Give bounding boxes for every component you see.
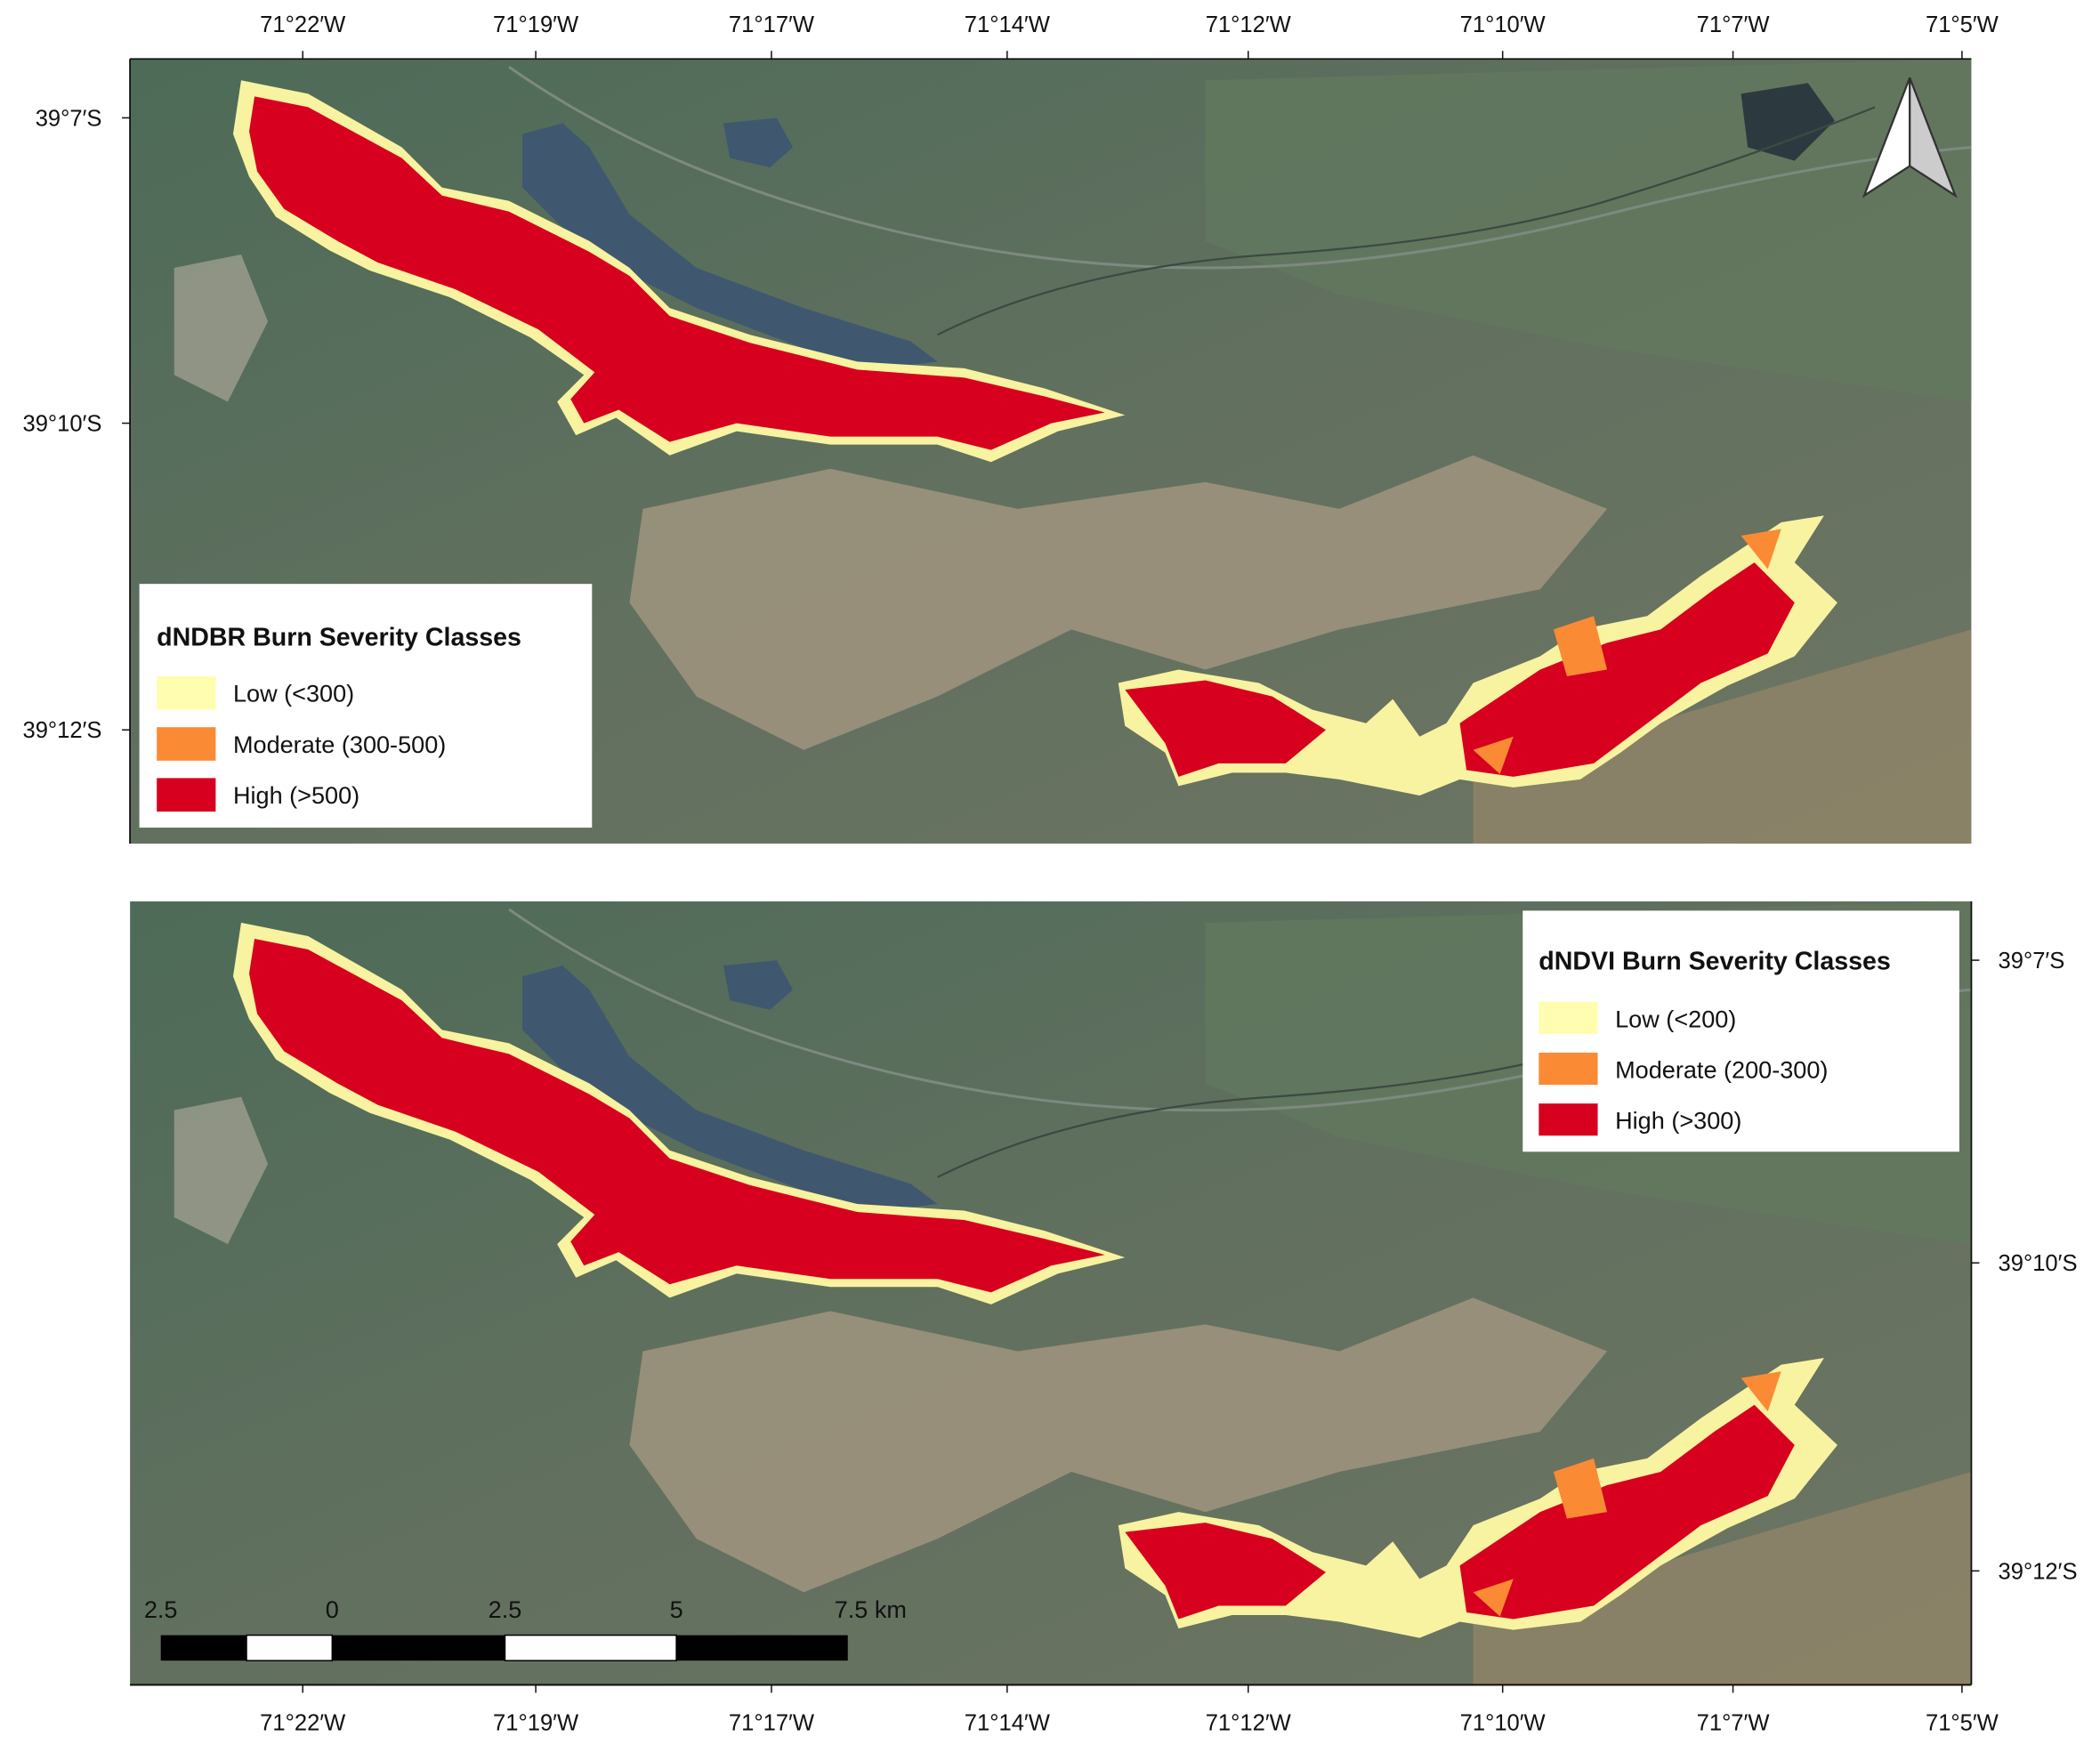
lat-tick-label: 39°12′S: [22, 718, 101, 743]
lat-tick-label: 39°7′S: [36, 106, 102, 131]
legend-item: High (>300): [1615, 1107, 1741, 1135]
lon-tick-label: 71°17′W: [729, 1710, 815, 1735]
scale-label: 5: [670, 1596, 683, 1623]
legend-item: Moderate (200-300): [1615, 1056, 1828, 1084]
legend-title: dNDVI Burn Severity Classes: [1539, 948, 1891, 976]
lon-tick-label: 71°10′W: [1460, 12, 1547, 37]
scale-label: 0: [326, 1596, 339, 1623]
lat-tick-label: 39°7′S: [1999, 949, 2065, 973]
lon-tick-label: 71°22′W: [260, 1710, 346, 1735]
lon-tick-label: 71°12′W: [1206, 12, 1292, 37]
legend-title: dNDBR Burn Severity Classes: [157, 623, 521, 651]
lat-tick-label: 39°12′S: [1999, 1559, 2078, 1584]
scale-label: 7.5 km: [835, 1596, 907, 1623]
lon-tick-label: 71°19′W: [493, 1710, 579, 1735]
lat-tick-label: 39°10′S: [22, 412, 101, 437]
lon-tick-label: 71°14′W: [965, 1710, 1051, 1735]
scale-label: 2.5: [489, 1596, 522, 1623]
lon-tick-label: 71°12′W: [1206, 1710, 1292, 1735]
legend-item: Low (<200): [1615, 1005, 1736, 1032]
lon-tick-label: 71°5′W: [1926, 12, 1999, 37]
legend-1: dNDBR Burn Severity Classes Low (<300) M…: [139, 584, 593, 828]
lon-tick-label: 71°22′W: [260, 12, 346, 37]
scale-label: 2.5: [144, 1596, 178, 1623]
legend-2: dNDVI Burn Severity Classes Low (<200) M…: [1522, 910, 1959, 1152]
scale-bar: [160, 1634, 848, 1661]
legend-item: Moderate (300-500): [233, 731, 446, 758]
lon-tick-label: 71°7′W: [1697, 12, 1771, 37]
lon-tick-label: 71°5′W: [1926, 1710, 1999, 1735]
north-arrow: [1862, 77, 1958, 198]
legend-item: Low (<300): [233, 680, 354, 707]
lon-tick-label: 71°19′W: [493, 12, 579, 37]
lon-tick-label: 71°17′W: [729, 12, 815, 37]
lon-tick-label: 71°7′W: [1697, 1710, 1771, 1735]
lon-tick-label: 71°10′W: [1460, 1710, 1547, 1735]
lat-tick-label: 39°10′S: [1999, 1251, 2078, 1276]
lon-tick-label: 71°14′W: [965, 12, 1051, 37]
frame: [129, 58, 1973, 1686]
legend-item: High (>500): [233, 781, 359, 809]
